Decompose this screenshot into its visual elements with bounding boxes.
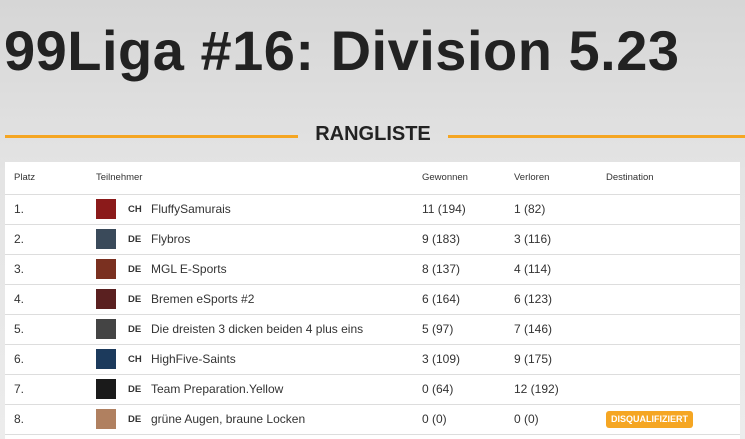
- column-header: Verloren: [514, 172, 550, 183]
- table-row: 7. DE Team Preparation.Yellow 0 (64) 12 (192…: [5, 375, 740, 405]
- games-won: 0 (0): [422, 412, 447, 426]
- table-row: 4. DE Bremen eSports #2 6 (164) 6 (123): [5, 285, 740, 315]
- team-name: Bremen eSports #2: [151, 292, 255, 306]
- rank: 8.: [14, 412, 25, 426]
- country-code: CH: [128, 354, 142, 365]
- games-lost: 12 (192): [514, 382, 559, 396]
- games-won: 9 (183): [422, 232, 461, 246]
- country-code: DE: [128, 414, 142, 425]
- team-logo: [96, 409, 116, 429]
- games-won: 0 (64): [422, 382, 454, 396]
- country-code: DE: [128, 384, 142, 395]
- team-logo: [96, 259, 116, 279]
- team-logo: [96, 199, 116, 219]
- team-name: Team Preparation.Yellow: [151, 382, 284, 396]
- games-lost: 6 (123): [514, 292, 553, 306]
- rank: 5.: [14, 322, 25, 336]
- games-lost: 3 (116): [514, 232, 552, 246]
- games-lost: 1 (82): [514, 202, 546, 216]
- team-logo: [96, 289, 116, 309]
- section-title: RANGLISTE: [315, 123, 431, 145]
- column-header: Destination: [606, 172, 654, 183]
- destination-badge: DISQUALIFIZIERT: [606, 411, 693, 428]
- team-logo: [96, 229, 116, 249]
- team-name: MGL E-Sports: [151, 262, 227, 276]
- country-code: DE: [128, 264, 142, 275]
- team-name: HighFive-Saints: [151, 352, 236, 366]
- country-code: DE: [128, 324, 142, 335]
- column-header: Platz: [14, 172, 36, 183]
- rank: 3.: [14, 262, 25, 276]
- games-lost: 9 (175): [514, 352, 553, 366]
- games-lost: 7 (146): [514, 322, 553, 336]
- team-name: Flybros: [151, 232, 191, 246]
- games-won: 8 (137): [422, 262, 461, 276]
- table-row: 8. DE grüne Augen, braune Locken 0 (0) 0 (0)…: [5, 405, 740, 435]
- team-logo: [96, 319, 116, 339]
- divider: [448, 135, 745, 138]
- rank: 1.: [14, 202, 25, 216]
- country-code: CH: [128, 204, 142, 215]
- team-name: grüne Augen, braune Locken: [151, 412, 306, 426]
- games-won: 3 (109): [422, 352, 461, 366]
- divider: [5, 135, 298, 138]
- table-row: 3. DE MGL E-Sports 8 (137) 4 (114): [5, 255, 740, 285]
- games-won: 11 (194): [422, 202, 466, 216]
- ranking-table: Platz Teilnehmer Gewonnen Verloren Destinati…: [5, 162, 740, 439]
- team-name: FluffySamurais: [151, 202, 231, 216]
- games-won: 6 (164): [422, 292, 461, 306]
- team-logo: [96, 379, 116, 399]
- table-row: 1. CH FluffySamurais 11 (194) 1 (82): [5, 195, 740, 225]
- page-title: 99Liga #16: Division 5.23: [4, 19, 680, 82]
- team-name: Die dreisten 3 dicken beiden 4 plus eins: [151, 322, 364, 336]
- country-code: DE: [128, 234, 142, 245]
- rank: 6.: [14, 352, 25, 366]
- table-row: 2. DE Flybros 9 (183) 3 (116): [5, 225, 740, 255]
- games-lost: 0 (0): [514, 412, 539, 426]
- header-row: Platz Teilnehmer Gewonnen Verloren Destinati…: [5, 162, 740, 195]
- rank: 4.: [14, 292, 25, 306]
- games-won: 5 (97): [422, 322, 454, 336]
- games-lost: 4 (114): [514, 262, 552, 276]
- rank: 7.: [14, 382, 25, 396]
- rank: 2.: [14, 232, 25, 246]
- column-header: Teilnehmer: [96, 172, 143, 183]
- country-code: DE: [128, 294, 142, 305]
- table-row: 5. DE Die dreisten 3 dicken beiden 4 plus …: [5, 315, 740, 345]
- table-row: 6. CH HighFive-Saints 3 (109) 9 (175): [5, 345, 740, 375]
- team-logo: [96, 349, 116, 369]
- column-header: Gewonnen: [422, 172, 468, 183]
